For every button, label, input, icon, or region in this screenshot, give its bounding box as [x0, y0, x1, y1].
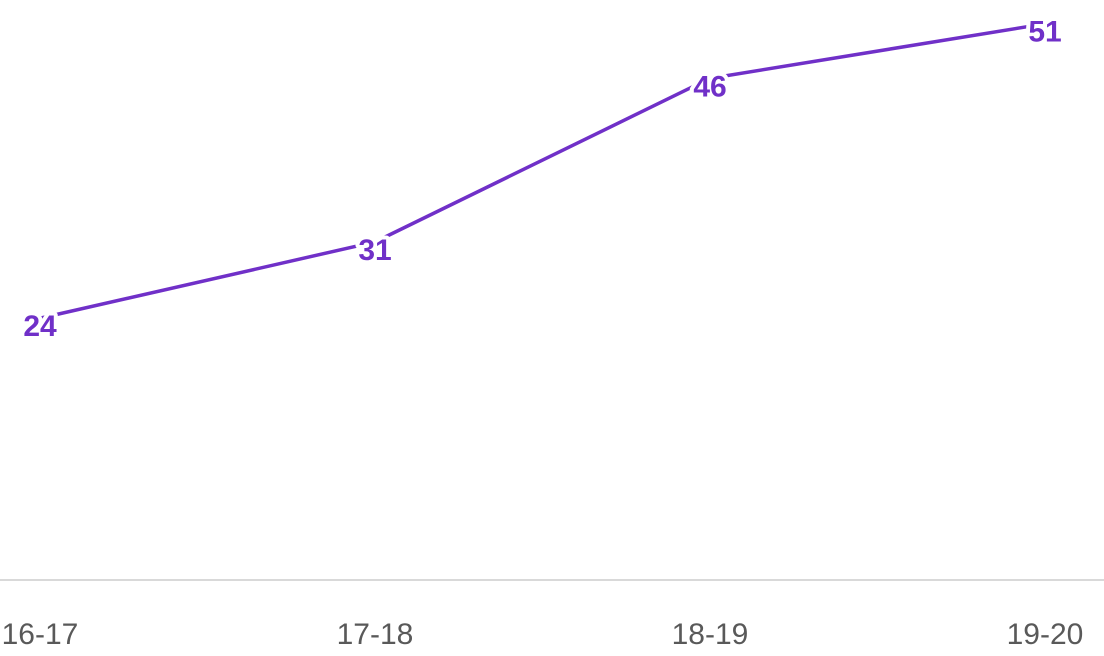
x-tick-label: 16-17: [2, 618, 79, 651]
x-tick-label: 18-19: [672, 618, 749, 651]
data-label: 31: [358, 234, 391, 267]
x-tick-label: 19-20: [1007, 618, 1084, 651]
series-line: [39, 22, 1046, 320]
data-label: 24: [23, 310, 57, 343]
data-label: 46: [693, 70, 726, 103]
x-tick-label: 17-18: [337, 618, 414, 651]
data-label: 51: [1028, 16, 1061, 49]
